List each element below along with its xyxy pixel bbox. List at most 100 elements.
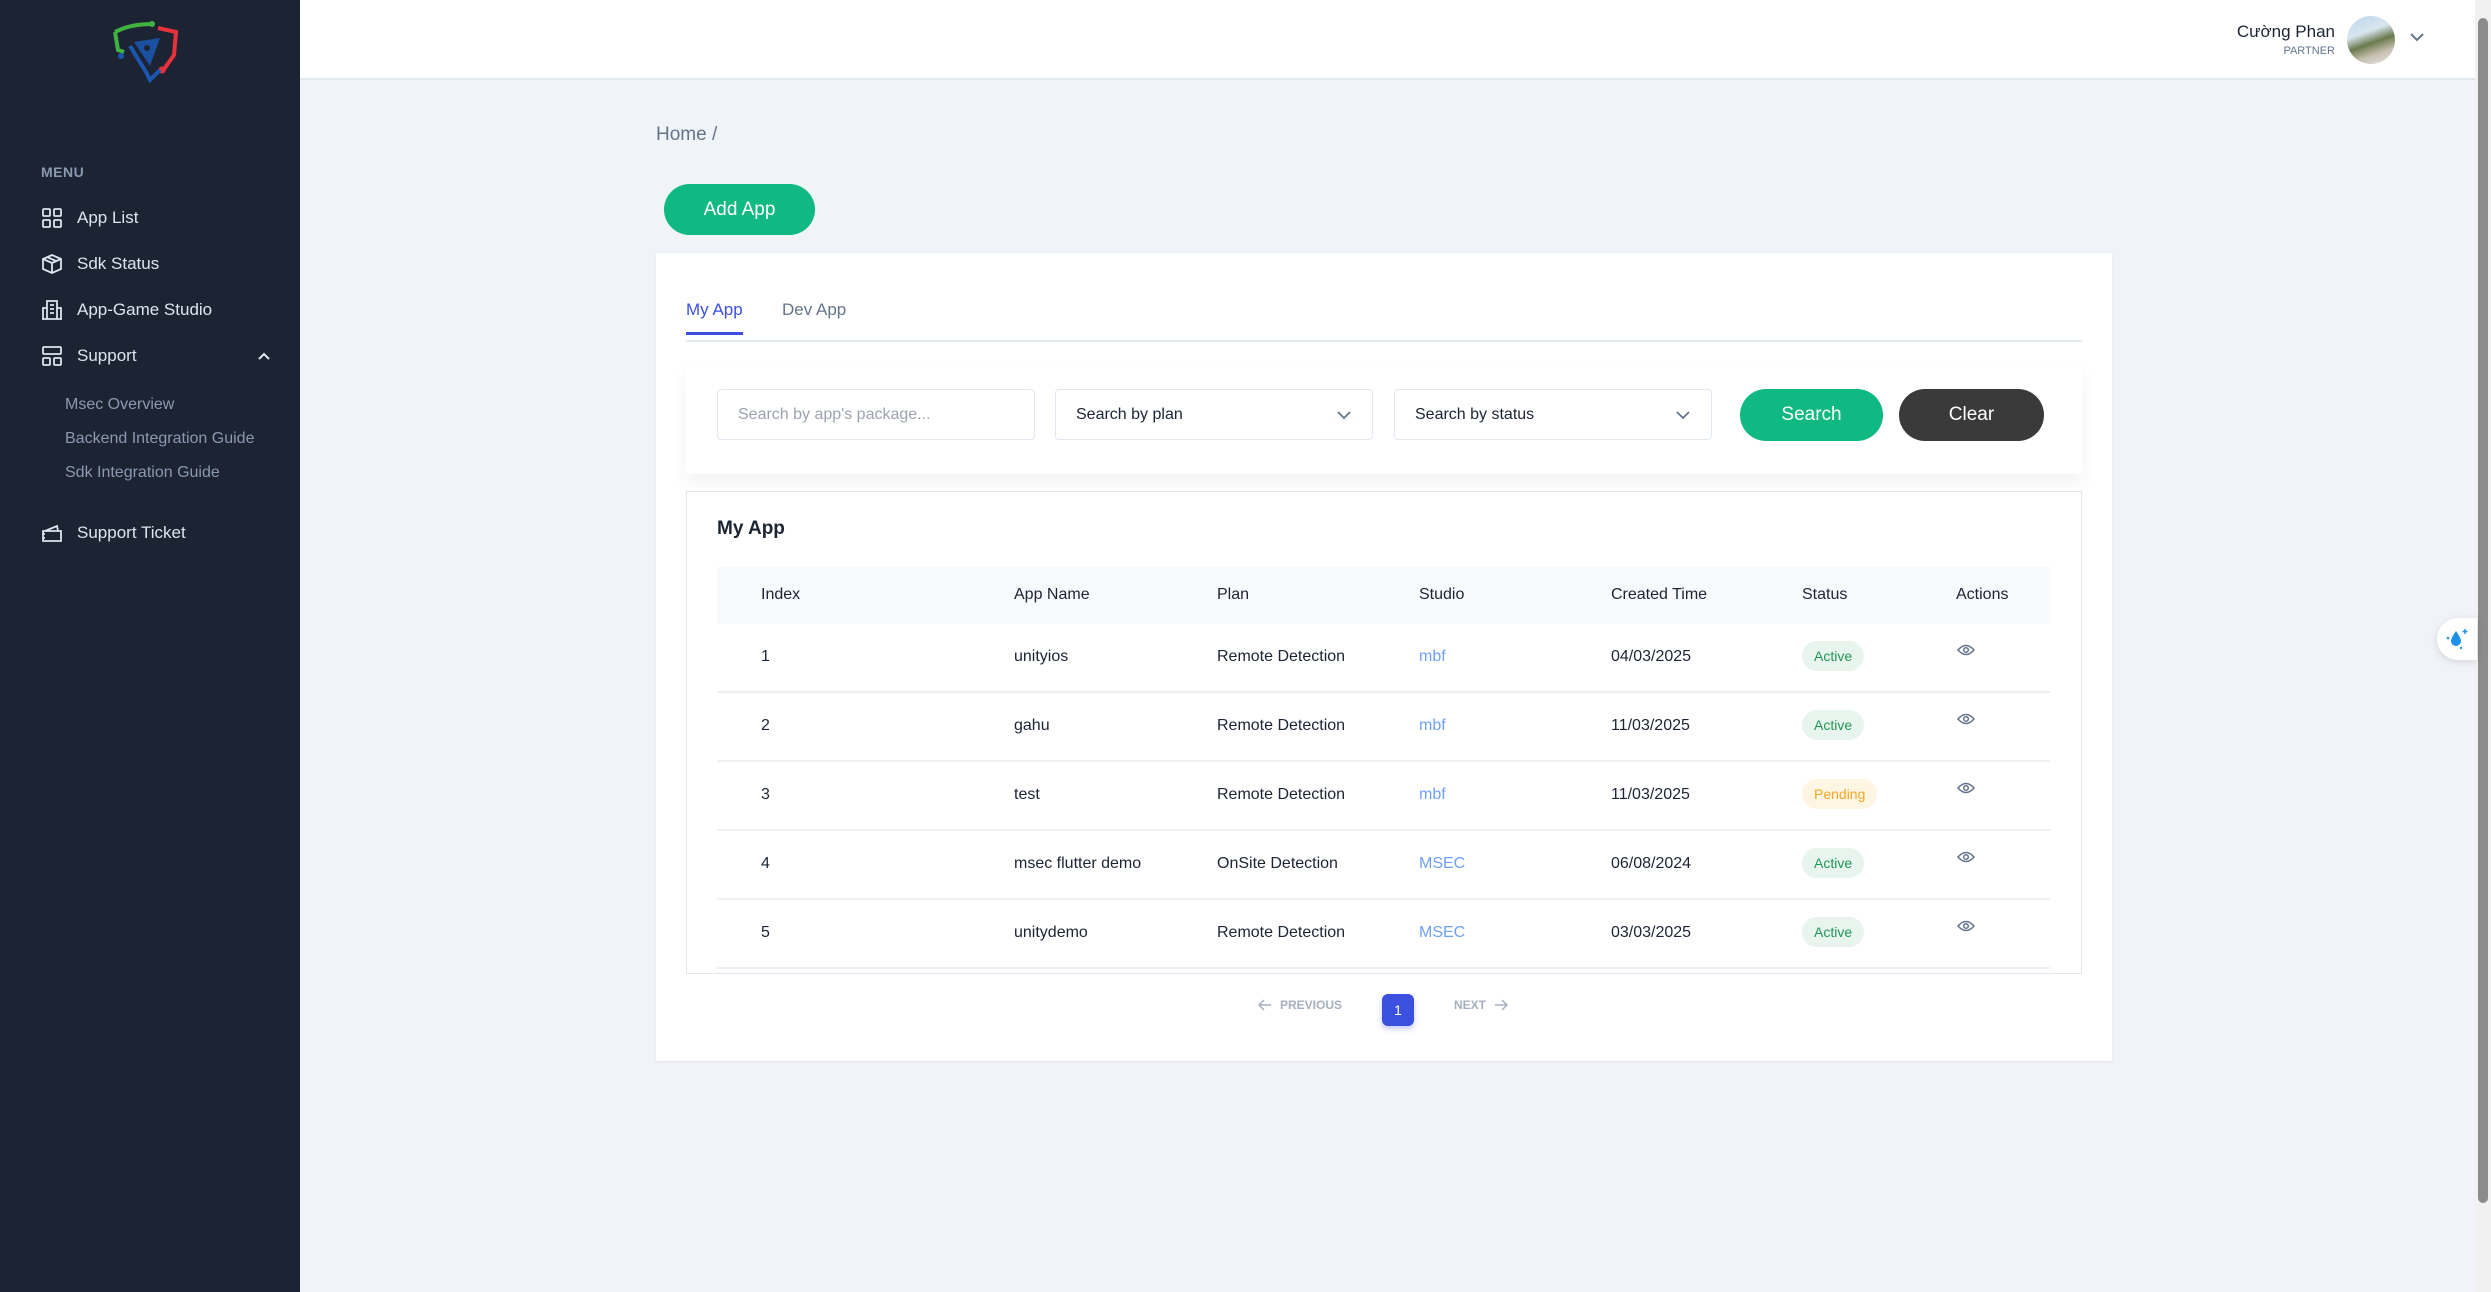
table-row: 3 test Remote Detection mbf 11/03/2025 P… [717, 762, 2050, 831]
logo-shield-icon [113, 21, 179, 84]
chevron-down-icon [1337, 410, 1351, 419]
col-index: Index [761, 586, 801, 603]
eye-icon[interactable] [1957, 851, 1975, 863]
avatar[interactable] [2347, 16, 2395, 64]
sidebar-item-label: App List [77, 208, 139, 227]
cell-app-name: test [1014, 786, 1040, 803]
eye-icon[interactable] [1957, 713, 1975, 725]
layout-icon [42, 346, 62, 366]
sidebar: MENU App List Sdk Status App-Game Studio… [0, 0, 300, 1292]
col-status: Status [1802, 586, 1848, 603]
cell-index: 4 [761, 855, 770, 872]
cell-app-name: gahu [1014, 717, 1050, 734]
cell-index: 1 [761, 648, 770, 665]
cell-plan: Remote Detection [1217, 786, 1346, 803]
search-button[interactable]: Search [1740, 389, 1883, 441]
status-select[interactable]: Search by status [1394, 389, 1712, 440]
table-row: 4 msec flutter demo OnSite Detection MSE… [717, 831, 2050, 900]
tab-my-app[interactable]: My App [686, 300, 743, 335]
tabs-divider [686, 340, 2082, 342]
status-badge: Active [1802, 641, 1865, 671]
cell-studio-link[interactable]: mbf [1419, 648, 1446, 665]
building-icon [42, 300, 62, 320]
cell-plan: Remote Detection [1217, 648, 1346, 665]
user-name[interactable]: Cường Phan [2236, 22, 2335, 41]
grid-icon [42, 208, 62, 228]
cell-plan: Remote Detection [1217, 717, 1346, 734]
tab-dev-app[interactable]: Dev App [782, 300, 847, 319]
previous-label: PREVIOUS [1280, 998, 1343, 1012]
cell-index: 5 [761, 924, 770, 941]
col-studio: Studio [1419, 586, 1465, 603]
sidebar-item-label: Sdk Status [77, 254, 160, 273]
status-badge: Active [1802, 848, 1865, 878]
cell-created-time: 04/03/2025 [1611, 648, 1692, 665]
breadcrumb[interactable]: Home / [656, 124, 718, 145]
sidebar-item-app-list[interactable]: App List [41, 203, 271, 233]
table-row: 5 unitydemo Remote Detection MSEC 03/03/… [717, 900, 2050, 969]
box-icon [42, 254, 62, 274]
chevron-up-icon[interactable] [257, 349, 271, 363]
top-header: Cường Phan PARTNER [300, 0, 2475, 80]
previous-page-button[interactable]: PREVIOUS [1258, 998, 1342, 1012]
cell-app-name: msec flutter demo [1014, 855, 1142, 872]
eye-icon[interactable] [1957, 920, 1975, 932]
cell-studio-link[interactable]: MSEC [1419, 855, 1466, 872]
cell-index: 3 [761, 786, 770, 803]
sidebar-subitem-backend-guide[interactable]: Backend Integration Guide [65, 430, 255, 447]
package-search-input[interactable]: Search by app's package... [717, 389, 1035, 440]
table-header: Index App Name Plan Studio Created Time … [717, 567, 2050, 624]
sidebar-item-support-ticket[interactable]: Support Ticket [41, 518, 271, 548]
page-1-button[interactable]: 1 [1382, 994, 1414, 1026]
table-row: 1 unityios Remote Detection mbf 04/03/20… [717, 624, 2050, 693]
arrow-right-icon [1495, 999, 1509, 1011]
water-drop-icon [2446, 629, 2468, 650]
arrow-left-icon [1258, 999, 1271, 1011]
eye-icon[interactable] [1957, 644, 1975, 656]
sidebar-item-app-game-studio[interactable]: App-Game Studio [41, 295, 271, 325]
sidebar-item-support[interactable]: Support [41, 341, 271, 371]
cell-studio-link[interactable]: mbf [1419, 717, 1446, 734]
plan-select-value: Search by plan [1076, 405, 1183, 423]
table-row: 2 gahu Remote Detection mbf 11/03/2025 A… [717, 693, 2050, 762]
sidebar-subitem-sdk-guide[interactable]: Sdk Integration Guide [65, 464, 220, 481]
package-search-placeholder: Search by app's package... [738, 405, 931, 423]
col-plan: Plan [1217, 586, 1250, 603]
cell-plan: Remote Detection [1217, 924, 1346, 941]
cell-created-time: 06/08/2024 [1611, 855, 1692, 872]
sidebar-item-label: App-Game Studio [77, 300, 213, 319]
col-actions: Actions [1956, 586, 2009, 603]
cell-index: 2 [761, 717, 770, 734]
sidebar-item-label: Support [77, 346, 137, 365]
col-app-name: App Name [1014, 586, 1090, 603]
chevron-down-icon[interactable] [2409, 32, 2425, 42]
cell-studio-link[interactable]: MSEC [1419, 924, 1466, 941]
table-title: My App [717, 518, 785, 539]
cell-created-time: 03/03/2025 [1611, 924, 1692, 941]
cell-created-time: 11/03/2025 [1611, 786, 1690, 803]
cell-plan: OnSite Detection [1217, 855, 1338, 872]
status-select-value: Search by status [1415, 405, 1535, 423]
next-label: NEXT [1454, 998, 1487, 1012]
cell-app-name: unitydemo [1014, 924, 1088, 941]
status-badge: Pending [1802, 779, 1878, 809]
ticket-icon [42, 524, 62, 542]
plan-select[interactable]: Search by plan [1055, 389, 1373, 440]
floating-assistant-button[interactable] [2437, 618, 2477, 660]
scrollbar[interactable] [2475, 0, 2491, 1292]
status-badge: Active [1802, 917, 1865, 947]
sidebar-subitem-msec-overview[interactable]: Msec Overview [65, 396, 175, 413]
user-role: PARTNER [2283, 45, 2335, 57]
clear-button[interactable]: Clear [1899, 389, 2044, 441]
cell-created-time: 11/03/2025 [1611, 717, 1690, 734]
add-app-button[interactable]: Add App [664, 184, 815, 235]
sidebar-item-label: Support Ticket [77, 523, 186, 542]
cell-studio-link[interactable]: mbf [1419, 786, 1446, 803]
status-badge: Active [1802, 710, 1865, 740]
next-page-button[interactable]: NEXT [1454, 998, 1509, 1012]
col-created-time: Created Time [1611, 586, 1708, 603]
scrollbar-thumb[interactable] [2478, 18, 2488, 1203]
chevron-down-icon [1676, 410, 1690, 419]
eye-icon[interactable] [1957, 782, 1975, 794]
sidebar-item-sdk-status[interactable]: Sdk Status [41, 249, 271, 279]
